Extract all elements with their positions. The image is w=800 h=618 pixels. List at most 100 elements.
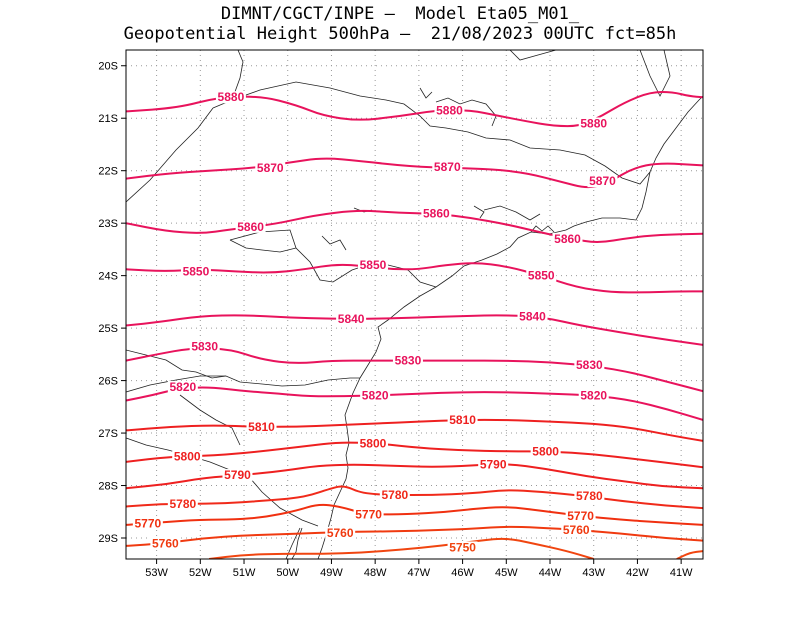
contour-label-bg [357,259,388,272]
contour-label-5850: 5850 [183,264,210,278]
border-mg-north [509,50,557,61]
contour-label-bg [565,509,596,522]
contour-label-5830: 5830 [191,339,218,353]
contour-label-bg [392,354,423,367]
border-pr-sc [126,375,360,393]
contour-5750 [208,537,594,559]
x-tick-label: 52W [189,567,212,579]
contour-label-bg [552,232,583,245]
x-tick-label: 46W [451,567,474,579]
contour-label-bg [246,420,277,433]
contour-label-5810: 5810 [248,420,275,434]
x-axis: 53W 52W 51W 50W 49W 48W 47W 46W 45W 44W 43W 42W 41W [145,559,693,579]
contour-label-bg [336,313,367,326]
border-ms-sp [126,107,214,203]
contour-label-5770: 5770 [567,509,594,523]
y-tick-label: 20S [98,61,118,73]
border-sp-rj [483,205,541,221]
chart-title-line2: Geopotential Height 500hPa — 21/08/2023 … [123,24,677,44]
contour-label-5870: 5870 [434,160,461,174]
contour-label-bg [132,517,163,530]
y-tick-label: 29S [98,533,118,545]
contour-label-bg [379,488,410,501]
contour-5800 [126,441,703,469]
contour-label-bg [180,265,211,278]
contour-partial [676,550,703,559]
reservoir [473,205,485,219]
contour-5840 [126,314,703,346]
x-tick-label: 48W [364,567,387,579]
contour-label-bg [561,524,592,537]
contour-label-bg [189,340,220,353]
contour-label-5760: 5760 [152,536,179,550]
guanabara-bay [530,225,555,233]
contour-label-5860: 5860 [554,232,581,246]
contour-label-5840: 5840 [338,312,365,326]
y-tick-label: 25S [98,323,118,335]
border-go-ms [231,50,244,101]
plot-frame [125,49,704,560]
contour-label-5820: 5820 [169,380,196,394]
contour-label-bg [447,413,478,426]
contour-label-bg [357,437,388,450]
y-tick-label: 21S [98,113,118,125]
contour-label-bg [172,450,203,463]
contour-label-bg [432,161,463,174]
contour-label-5770: 5770 [135,516,162,530]
contour-label-5860: 5860 [237,220,264,234]
x-tick-label: 49W [320,567,343,579]
contour-label-bg [447,541,478,554]
contour-label-bg [167,497,198,510]
y-axis: 20S 21S 22S 23S 24S 25S 26S 27S 28S 29S [98,61,126,545]
contour-label-5770: 5770 [355,507,382,521]
contour-label-5830: 5830 [395,354,422,368]
contour-label-bg [587,175,618,188]
y-tick-label: 24S [98,271,118,283]
x-tick-label: 44W [539,567,562,579]
contour-label-bg [150,537,181,550]
contour-label-bg [325,526,356,539]
contour-label-5870: 5870 [257,161,284,175]
contour-label-bg [215,91,246,104]
contour-label-5840: 5840 [519,310,546,324]
contour-label-5850: 5850 [360,258,387,272]
contour-label-5780: 5780 [381,488,408,502]
contour-label-5780: 5780 [576,489,603,503]
contour-label-5880: 5880 [580,116,607,130]
contour-label-5810: 5810 [449,413,476,427]
contour-label-5860: 5860 [423,207,450,221]
x-tick-label: 45W [495,567,518,579]
contour-label-5800: 5800 [174,450,201,464]
x-tick-label: 43W [582,567,605,579]
contour-label-5820: 5820 [362,388,389,402]
x-tick-label: 41W [670,567,693,579]
contour-label-5850: 5850 [528,269,555,283]
contour-label-bg [360,389,391,402]
border-argentina [179,394,241,446]
contour-label-5780: 5780 [169,497,196,511]
border-mg-sp [212,81,651,185]
contour-label-bg [574,490,605,503]
border-ms-pr [229,239,297,253]
contour-label-bg [167,380,198,393]
border-paraguay [126,349,227,379]
contour-label-5830: 5830 [576,358,603,372]
contour-5850 [126,262,703,294]
contour-label-5750: 5750 [449,540,476,554]
y-tick-label: 23S [98,218,118,230]
contour-label-5820: 5820 [580,388,607,402]
contour-label-5880: 5880 [218,90,245,104]
contour-label-bg [353,508,384,521]
contour-label-bg [526,269,557,282]
x-tick-label: 42W [626,567,649,579]
y-tick-label: 28S [98,481,118,493]
contour-label-5800: 5800 [532,444,559,458]
contour-label-5790: 5790 [480,458,507,472]
x-tick-label: 47W [408,567,431,579]
coastline [317,95,703,559]
contour-label-bg [578,389,609,402]
contour-label-5880: 5880 [436,103,463,117]
chart-title-line1: DIMNT/CGCT/INPE — Model Eta05_M01_ [220,4,580,24]
contour-label-bg [517,310,548,323]
